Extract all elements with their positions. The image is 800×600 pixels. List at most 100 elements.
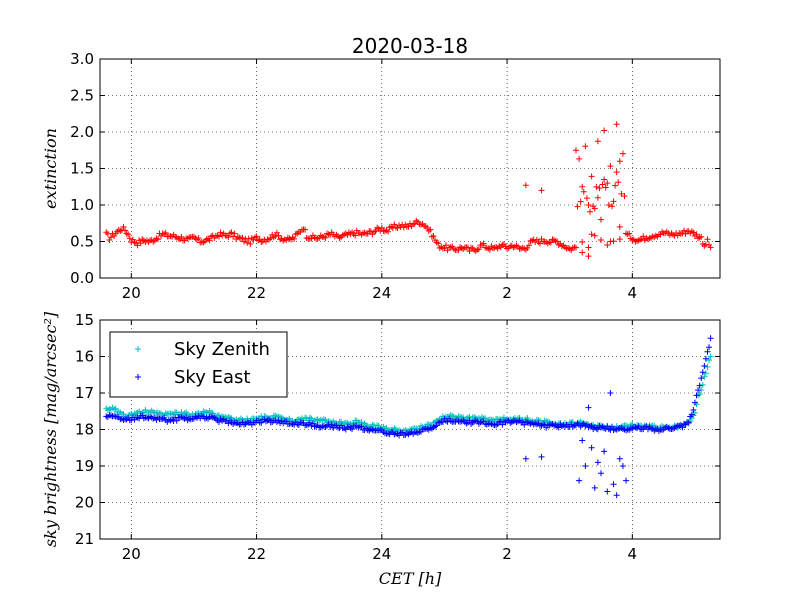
legend-box [109, 331, 288, 398]
data-point [579, 437, 586, 444]
data-point [527, 238, 534, 245]
data-point [324, 230, 331, 237]
data-point [626, 230, 633, 237]
x-tick-label: 24 [372, 545, 391, 563]
data-point [616, 455, 623, 462]
data-point [154, 236, 161, 243]
data-point [328, 421, 335, 428]
y-axis-label: extinction [41, 128, 60, 209]
data-point [522, 182, 529, 189]
data-point [231, 230, 238, 237]
data-point [576, 155, 583, 162]
data-point [413, 217, 420, 224]
data-point [538, 453, 545, 460]
data-point [604, 180, 611, 187]
data-point [696, 391, 703, 398]
data-point [200, 239, 207, 246]
data-point [587, 208, 594, 215]
data-point [131, 411, 138, 418]
data-point [576, 477, 583, 484]
y-tick-label: 2.0 [70, 123, 94, 141]
y-tick-label: 20 [75, 494, 94, 512]
data-point [613, 169, 620, 176]
data-point [178, 233, 185, 240]
data-point [610, 481, 617, 488]
data-point [702, 355, 709, 362]
data-point [385, 430, 392, 437]
data-point [598, 237, 605, 244]
data-point [225, 234, 232, 241]
data-point [619, 150, 626, 157]
data-point [593, 183, 600, 190]
data-point [598, 216, 605, 223]
data-point [306, 414, 313, 421]
data-point [604, 423, 611, 430]
data-point [341, 425, 348, 432]
data-point [596, 185, 603, 192]
legend-label: Sky Zenith [174, 339, 270, 360]
data-point [272, 233, 279, 240]
data-point [616, 223, 623, 230]
data-point [688, 411, 695, 418]
data-point [295, 416, 302, 423]
data-point [106, 237, 113, 244]
data-point [309, 420, 316, 427]
data-point [585, 202, 592, 208]
data-point [579, 249, 586, 256]
data-point [120, 223, 127, 230]
data-point [701, 373, 708, 380]
data-point [663, 228, 670, 235]
data-point [585, 244, 592, 251]
data-point [386, 224, 393, 231]
y-tick-label: 0.5 [70, 233, 94, 251]
data-point [405, 223, 412, 230]
data-point [616, 236, 623, 243]
y-tick-label: 21 [75, 530, 94, 548]
data-point [690, 412, 697, 419]
y-tick-label: 17 [75, 384, 94, 402]
y-tick-label: 19 [75, 457, 94, 475]
data-point [699, 369, 706, 376]
data-point [691, 399, 698, 406]
data-point [215, 419, 222, 426]
data-point [696, 382, 703, 389]
data-point [536, 240, 543, 247]
data-point [608, 203, 615, 210]
data-point [572, 244, 579, 251]
data-point [613, 492, 620, 499]
y-tick-label: 3.0 [70, 50, 94, 68]
data-point [255, 237, 262, 244]
data-point [698, 375, 705, 382]
data-point [582, 463, 589, 469]
data-point [267, 235, 274, 242]
data-point [579, 183, 586, 190]
x-tick-label: 20 [122, 284, 141, 302]
data-point [239, 234, 246, 241]
y-tick-label: 2.5 [70, 87, 94, 105]
data-point [107, 234, 114, 241]
data-point [190, 233, 197, 240]
data-point [602, 184, 609, 191]
data-point [427, 226, 434, 233]
data-point [111, 412, 118, 419]
data-point [588, 231, 595, 238]
data-point [253, 233, 260, 240]
data-point [644, 236, 651, 243]
data-point [665, 425, 672, 432]
data-point [237, 235, 244, 242]
data-point [699, 381, 706, 388]
data-point [594, 426, 601, 433]
data-point [604, 242, 611, 249]
data-point [607, 390, 614, 396]
data-point [704, 348, 711, 355]
data-point [529, 237, 536, 244]
data-point [425, 227, 432, 234]
data-point [605, 201, 612, 208]
data-point [693, 231, 700, 238]
data-point [215, 233, 222, 240]
data-point [424, 224, 431, 231]
data-point [486, 246, 493, 253]
y-tick-label: 0.0 [70, 269, 94, 287]
